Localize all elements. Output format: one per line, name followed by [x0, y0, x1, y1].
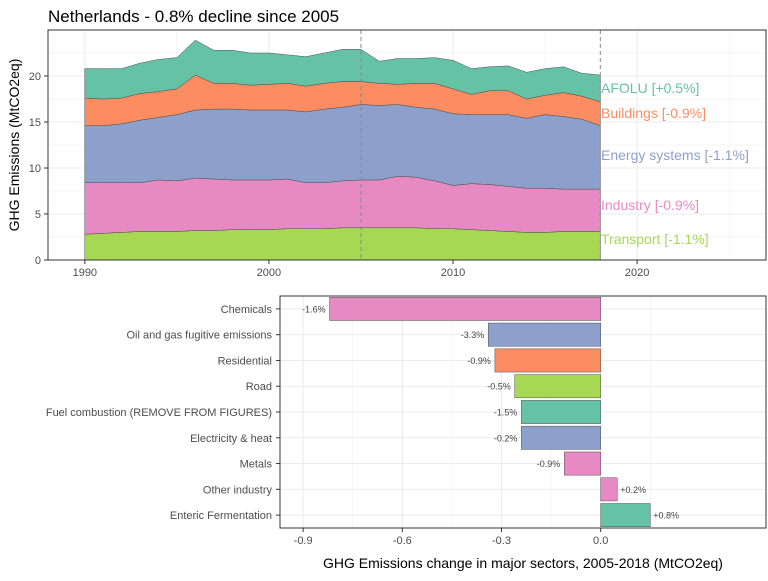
- x-tick-label: 2010: [441, 267, 465, 279]
- category-label: Electricity & heat: [190, 433, 272, 445]
- x-tick-label: 2000: [257, 267, 281, 279]
- y-tick-label: 0: [35, 255, 41, 267]
- bar-9: [600, 503, 651, 527]
- bar-value-label: -0.2%: [494, 433, 518, 443]
- x-tick-label: 1990: [73, 267, 97, 279]
- bar-4: [514, 374, 601, 399]
- category-label: Chemicals: [221, 304, 273, 316]
- area-chart-x-axis: 1990 2000 2010 2020: [73, 260, 649, 279]
- bar-chart-x-axis: -0.9 -0.6 -0.3 0.0: [294, 528, 608, 547]
- bar-value-label: -3.3%: [461, 330, 485, 340]
- bar-value-label: +0.8%: [653, 511, 679, 521]
- bar-chart-category-axis: Chemicals Oil and gas fugitive emissions R…: [46, 304, 280, 522]
- bar-8: [600, 477, 618, 502]
- chart-title: Netherlands - 0.8% decline since 2005: [48, 7, 339, 26]
- bar-1: [329, 297, 601, 321]
- series-labels: Transport [-1.1%] Industry [-0.9%] Energy …: [601, 80, 749, 247]
- series-label-buildings: Buildings [-0.9%]: [601, 105, 706, 121]
- bar-value-label: -0.9%: [537, 459, 561, 469]
- bar-2: [488, 322, 601, 347]
- x-tick-label: -0.6: [393, 535, 412, 547]
- area-chart-frame: [47, 29, 767, 261]
- area-chart-y-axis: 0 5 10 15 20: [29, 71, 48, 267]
- bar-chart-bars: [329, 297, 651, 527]
- area-chart-series: [84, 39, 601, 261]
- area-transport: [84, 227, 601, 261]
- series-label-industry: Industry [-0.9%]: [601, 197, 699, 213]
- category-label: Oil and gas fugitive emissions: [126, 330, 272, 342]
- category-label: Road: [246, 381, 272, 393]
- reference-lines: [360, 30, 601, 260]
- bar-6: [521, 425, 601, 450]
- bar-value-label: +0.2%: [620, 485, 646, 495]
- x-tick-label: 2020: [625, 267, 649, 279]
- y-tick-label: 20: [29, 71, 41, 83]
- bar-chart-panel: -1.6% -3.3% -0.9% -0.5% -1.5% -0.2% -0.9% +0.2%…: [46, 295, 767, 571]
- bar-value-label: -0.9%: [467, 356, 491, 366]
- series-label-afolu: AFOLU [+0.5%]: [601, 80, 699, 96]
- y-tick-label: 5: [35, 209, 41, 221]
- series-label-transport: Transport [-1.1%]: [601, 231, 709, 247]
- bar-3: [494, 348, 601, 373]
- series-label-energy: Energy systems [-1.1%]: [601, 147, 749, 163]
- category-label: Other industry: [203, 484, 273, 496]
- category-label: Residential: [218, 355, 272, 367]
- y-axis-title: GHG Emissions (MtCO2eq): [6, 59, 22, 232]
- x-tick-label: -0.3: [492, 535, 511, 547]
- y-tick-label: 15: [29, 117, 41, 129]
- bar-5: [521, 400, 601, 424]
- x-axis-title: GHG Emissions change in major sectors, 2…: [323, 555, 723, 571]
- bar-value-label: -0.5%: [487, 382, 511, 392]
- x-tick-label: -0.9: [294, 535, 313, 547]
- category-label: Metals: [240, 459, 273, 471]
- bar-value-labels: -1.6% -3.3% -0.9% -0.5% -1.5% -0.2% -0.9% +0.2%…: [302, 304, 679, 520]
- y-tick-label: 10: [29, 163, 41, 175]
- area-chart-panel: 1990 2000 2010 2020 0 5 10 15 20 Transport [-1.…: [6, 29, 767, 279]
- bar-value-label: -1.5%: [494, 408, 518, 418]
- x-tick-label: 0.0: [593, 535, 608, 547]
- bar-7: [564, 451, 601, 476]
- bar-value-label: -1.6%: [302, 304, 326, 314]
- category-label: Fuel combustion (REMOVE FROM FIGURES): [46, 407, 272, 419]
- category-label: Enteric Fermentation: [170, 510, 272, 522]
